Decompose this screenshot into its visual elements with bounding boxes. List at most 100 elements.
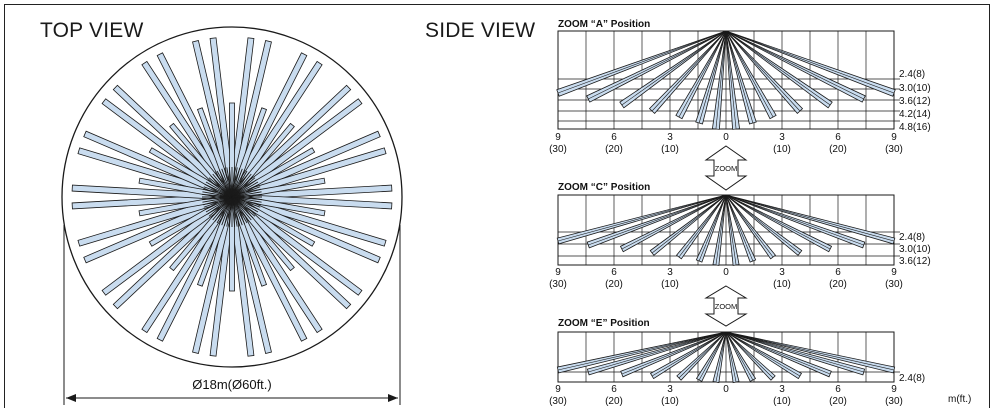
beam — [619, 194, 727, 253]
beam-axis — [651, 331, 727, 377]
beam-axis — [725, 30, 737, 130]
x-tick-label: 9 — [555, 384, 561, 395]
beam-axis — [588, 331, 727, 373]
beam-axis — [725, 194, 737, 266]
beam-axis — [588, 30, 727, 100]
beam-axis — [557, 194, 727, 242]
range-label: 3.0(10) — [899, 244, 931, 255]
beam — [725, 30, 777, 120]
zoom-arrow-label: ZOOM — [715, 302, 738, 311]
beam-axis — [678, 331, 727, 379]
x-tick-ft-label: (10) — [661, 279, 679, 290]
x-tick-label: 9 — [891, 132, 897, 143]
x-tick-ft-label: (20) — [605, 279, 623, 290]
beam-axis — [715, 331, 727, 383]
x-tick-label: 6 — [611, 384, 617, 395]
top-view-diagram — [61, 26, 403, 368]
x-tick-label: 3 — [667, 384, 673, 395]
beam-axis — [651, 194, 727, 254]
beam-axis — [725, 331, 831, 375]
x-tick-ft-label: (10) — [773, 144, 791, 155]
beam-axis — [621, 30, 727, 106]
x-tick-ft-label: (30) — [885, 279, 903, 290]
x-tick-ft-label: (20) — [605, 396, 623, 407]
x-tick-label: 6 — [611, 267, 617, 278]
beam-axis — [588, 194, 727, 246]
beam-axis — [698, 30, 727, 124]
beam-axis — [725, 30, 895, 94]
beam-axis — [725, 30, 831, 106]
range-label: 3.6(12) — [899, 256, 931, 267]
x-tick-label: 6 — [835, 132, 841, 143]
zoom-a-title: ZOOM “A” Position — [558, 19, 651, 30]
beam-axis — [725, 30, 801, 112]
beam-axis — [698, 194, 727, 262]
x-tick-label: 3 — [779, 132, 785, 143]
beam-axis — [725, 331, 774, 379]
x-tick-label: 9 — [891, 267, 897, 278]
x-tick-ft-label: (30) — [549, 144, 567, 155]
x-tick-ft-label: (10) — [773, 396, 791, 407]
range-label: 3.0(10) — [899, 83, 931, 94]
beam-axis — [698, 331, 727, 381]
beam-axis — [621, 194, 727, 250]
range-label: 4.8(16) — [899, 122, 931, 133]
x-tick-label: 3 — [779, 267, 785, 278]
x-tick-ft-label: (10) — [661, 144, 679, 155]
x-tick-ft-label: (10) — [773, 279, 791, 290]
beam-axis — [725, 331, 895, 371]
beam-axis — [725, 30, 864, 100]
beam-axis — [725, 194, 831, 250]
beam-axis — [725, 30, 754, 124]
beam-axis — [725, 194, 864, 246]
x-tick-ft-label: (30) — [885, 396, 903, 407]
beam-axis — [725, 331, 801, 377]
side-view-diagram: 9(30)6(20)3(10)0 3(10)6(20)9(30)2.4(8) — [549, 331, 925, 407]
beam-axis — [557, 30, 727, 94]
center-spoke — [231, 193, 262, 198]
zoom-arrow-1: ZOOM — [704, 145, 748, 191]
x-tick-ft-label: (20) — [829, 144, 847, 155]
beam-axis — [715, 194, 727, 266]
x-tick-label: 3 — [667, 267, 673, 278]
x-tick-label: 6 — [835, 267, 841, 278]
zoom-arrow-2: ZOOM — [704, 285, 748, 327]
beam-axis — [678, 194, 727, 258]
beam-axis — [725, 194, 895, 242]
beam — [620, 331, 727, 378]
side-view-diagram: 9(30)6(20)3(10)0 3(10)6(20)9(30)2.4(8)3.0… — [549, 30, 931, 155]
beam-axis — [725, 194, 754, 262]
x-tick-ft-label: (20) — [829, 396, 847, 407]
diameter-label: Ø18m(Ø60ft.) — [192, 377, 271, 392]
x-tick-label: 9 — [555, 267, 561, 278]
x-tick-label: 3 — [667, 132, 673, 143]
x-tick-ft-label: (20) — [605, 144, 623, 155]
x-tick-label: 9 — [555, 132, 561, 143]
side-view-diagrams: 9(30)6(20)3(10)0 3(10)6(20)9(30)2.4(8)3.0… — [549, 30, 931, 407]
beam — [675, 30, 727, 120]
range-label: 3.6(12) — [899, 96, 931, 107]
zoom-c-title: ZOOM “C” Position — [558, 182, 651, 193]
x-tick-ft-label: (20) — [829, 279, 847, 290]
beam-axis — [725, 331, 737, 383]
x-tick-label: 0 — [723, 384, 729, 395]
beam-axis — [725, 194, 774, 258]
beam — [725, 194, 833, 253]
beam-axis — [715, 30, 727, 130]
side-view-diagram: 9(30)6(20)3(10)0 3(10)6(20)9(30)2.4(8)3.0… — [549, 194, 931, 290]
beam-axis — [725, 30, 774, 118]
x-tick-ft-label: (30) — [885, 144, 903, 155]
range-label: 2.4(8) — [899, 373, 925, 384]
unit-label: m(ft.) — [948, 394, 971, 405]
x-tick-ft-label: (10) — [661, 396, 679, 407]
x-tick-label: 9 — [891, 384, 897, 395]
beam-axis — [621, 331, 727, 375]
range-label: 4.2(14) — [899, 109, 931, 120]
range-label: 2.4(8) — [899, 232, 925, 243]
beam-axis — [725, 194, 801, 254]
x-tick-ft-label: (30) — [549, 396, 567, 407]
side-view-title: SIDE VIEW — [425, 19, 536, 42]
x-tick-label: 0 — [723, 132, 729, 143]
